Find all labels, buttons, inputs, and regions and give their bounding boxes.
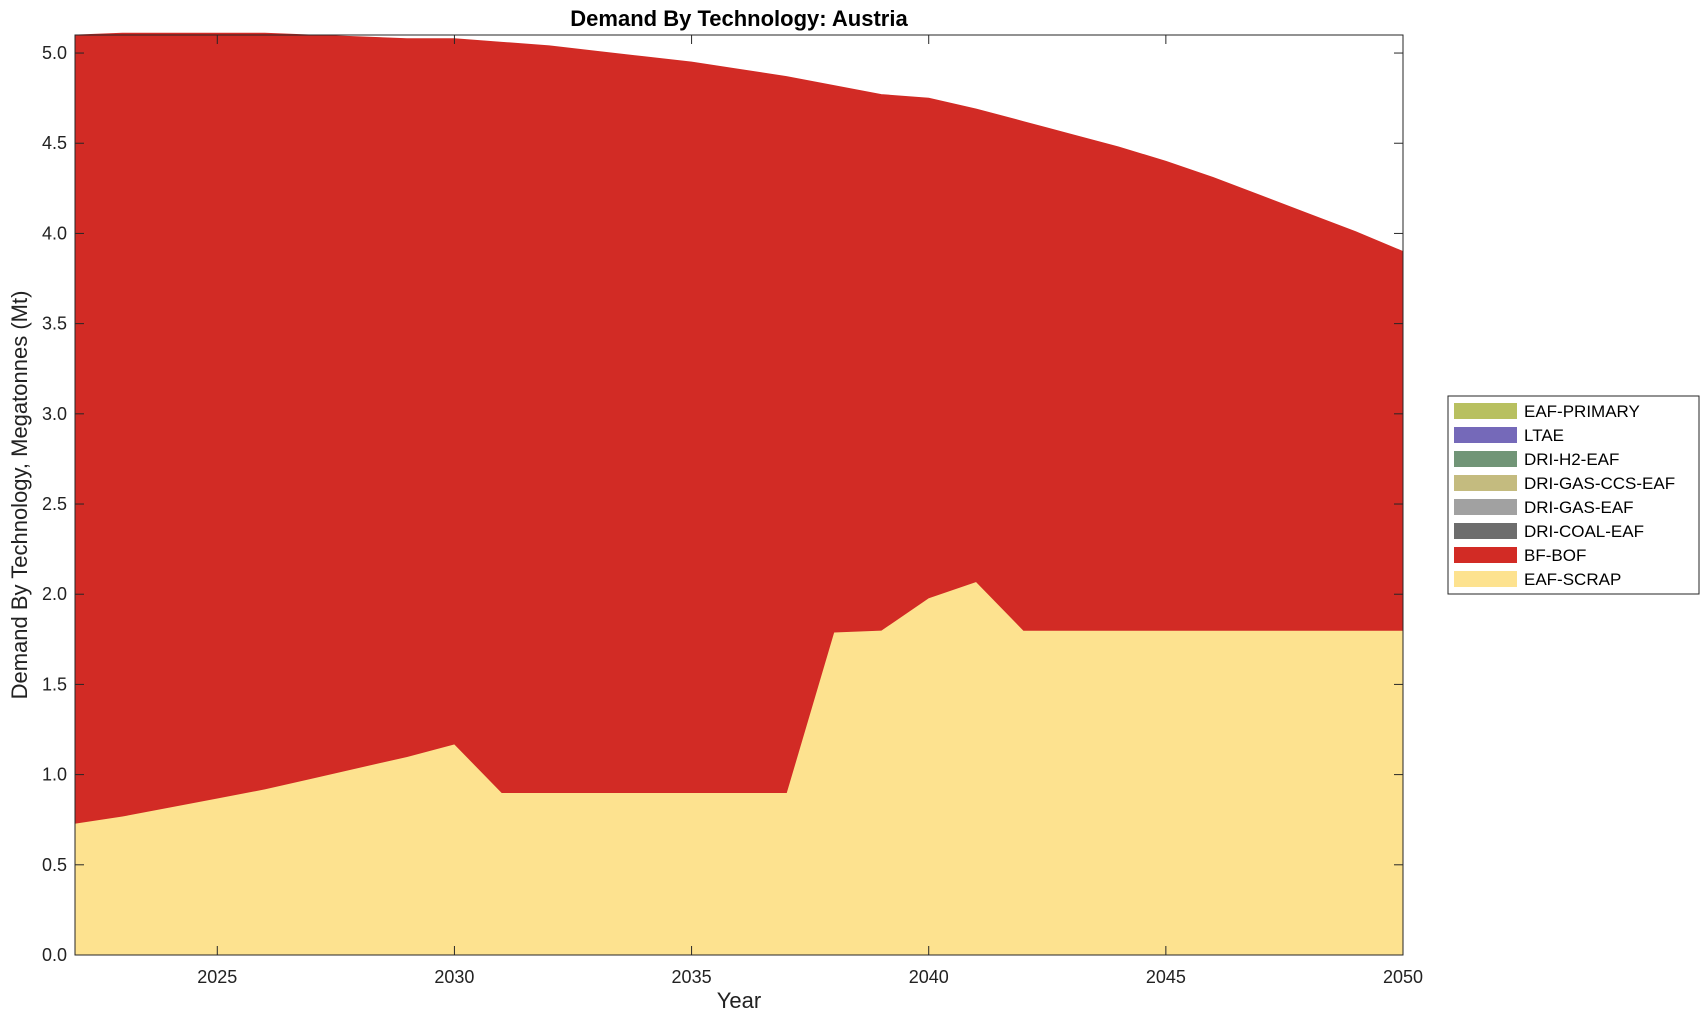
y-tick-label: 3.0 (42, 404, 67, 424)
legend-swatch (1454, 571, 1517, 587)
x-tick-label: 2030 (434, 967, 474, 987)
legend-label: EAF-PRIMARY (1524, 402, 1640, 421)
legend-swatch (1454, 499, 1517, 515)
legend-swatch (1454, 427, 1517, 443)
legend-item-eaf-scrap: EAF-SCRAP (1454, 570, 1621, 589)
plot-frame (74, 34, 1404, 956)
legend-swatch (1454, 523, 1517, 539)
x-tick-label: 2025 (197, 967, 237, 987)
y-tick-label: 0.5 (42, 855, 67, 875)
x-axis-label: Year (717, 988, 761, 1013)
legend-label: DRI-GAS-CCS-EAF (1524, 474, 1675, 493)
x-tick-label: 2050 (1383, 967, 1423, 987)
y-tick-label: 3.5 (42, 314, 67, 334)
legend-label: DRI-H2-EAF (1524, 450, 1619, 469)
legend-swatch (1454, 451, 1517, 467)
legend-item-bf-bof: BF-BOF (1454, 546, 1586, 565)
series-layer (74, 32, 1404, 956)
legend-label: DRI-COAL-EAF (1524, 522, 1644, 541)
y-tick-label: 1.5 (42, 674, 67, 694)
chart-title: Demand By Technology: Austria (570, 6, 908, 31)
legend-item-dri-coal-eaf: DRI-COAL-EAF (1454, 522, 1644, 541)
plot-area: 2025 2030 2035 2040 2045 2050 0.0 0.5 1.0 1.5 2.0… (42, 32, 1423, 987)
x-axis: 2025 2030 2035 2040 2045 2050 (197, 35, 1423, 987)
legend-swatch (1454, 547, 1517, 563)
legend-label: EAF-SCRAP (1524, 570, 1621, 589)
y-tick-label: 4.5 (42, 133, 67, 153)
y-tick-label: 4.0 (42, 223, 67, 243)
legend-label: DRI-GAS-EAF (1524, 498, 1634, 517)
y-tick-label: 1.0 (42, 765, 67, 785)
legend-items: EAF-PRIMARY LTAE DRI-H2-EAF DRI-GAS-CCS-EAF… (1454, 402, 1675, 589)
y-tick-label: 2.5 (42, 494, 67, 514)
x-tick-label: 2040 (909, 967, 949, 987)
legend-item-dri-h2-eaf: DRI-H2-EAF (1454, 450, 1619, 469)
x-tick-label: 2035 (672, 967, 712, 987)
y-tick-label: 5.0 (42, 43, 67, 63)
legend-label: BF-BOF (1524, 546, 1586, 565)
x-tick-label: 2045 (1146, 967, 1186, 987)
legend-swatch (1454, 475, 1517, 491)
legend-label: LTAE (1524, 426, 1564, 445)
legend-item-ltae: LTAE (1454, 426, 1564, 445)
y-axis-label: Demand By Technology, Megatonnes (Mt) (7, 291, 32, 700)
legend: EAF-PRIMARY LTAE DRI-H2-EAF DRI-GAS-CCS-EAF… (1447, 395, 1700, 595)
legend-swatch (1454, 403, 1517, 419)
y-tick-label: 2.0 (42, 584, 67, 604)
legend-item-dri-gas-eaf: DRI-GAS-EAF (1454, 498, 1634, 517)
legend-item-eaf-primary: EAF-PRIMARY (1454, 402, 1640, 421)
legend-item-dri-gas-ccs-eaf: DRI-GAS-CCS-EAF (1454, 474, 1675, 493)
y-axis: 0.0 0.5 1.0 1.5 2.0 2.5 3.0 3.5 4.0 4.5 5.0 (42, 43, 1403, 965)
y-tick-label: 0.0 (42, 945, 67, 965)
